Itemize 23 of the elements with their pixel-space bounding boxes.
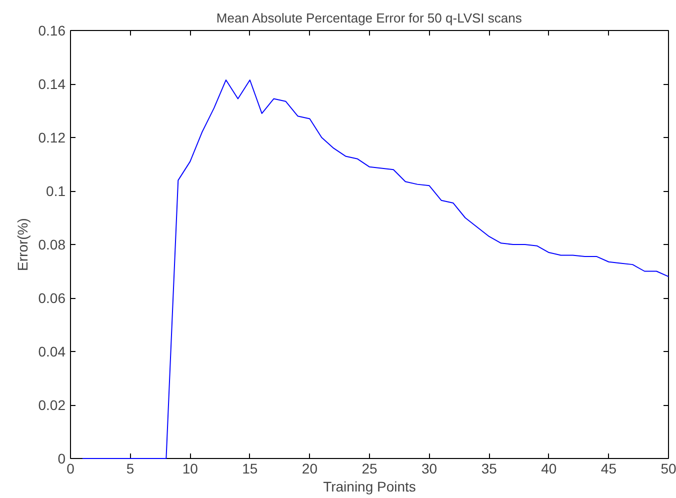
x-tick-label: 15 — [242, 460, 258, 476]
y-tick-label: 0.16 — [38, 22, 66, 38]
y-tick-label: 0.12 — [38, 130, 66, 146]
x-tick-label: 30 — [422, 460, 438, 476]
y-axis-title: Error(%) — [14, 218, 30, 271]
y-tick-label: 0.14 — [38, 76, 66, 92]
x-tick-label: 20 — [302, 460, 318, 476]
y-tick-label: 0.02 — [38, 397, 66, 413]
x-axis-title: Training Points — [323, 478, 416, 494]
x-tick-label: 10 — [182, 460, 198, 476]
x-tick-label: 5 — [126, 460, 134, 476]
x-tick-label: 45 — [600, 460, 617, 476]
x-tick-label: 40 — [541, 460, 557, 476]
chart-title: Mean Absolute Percentage Error for 50 q-LVSI scans — [216, 10, 522, 26]
y-tick-label: 0 — [58, 450, 66, 466]
x-tick-label: 35 — [481, 460, 498, 476]
y-tick-label: 0.1 — [46, 183, 66, 199]
line-series — [82, 79, 669, 459]
y-tick-label: 0.08 — [38, 236, 66, 252]
y-tick-label: 0.06 — [38, 290, 66, 306]
x-tick-label: 25 — [362, 460, 378, 476]
x-tick-label: 50 — [660, 460, 676, 476]
y-tick-label: 0.04 — [38, 344, 66, 360]
